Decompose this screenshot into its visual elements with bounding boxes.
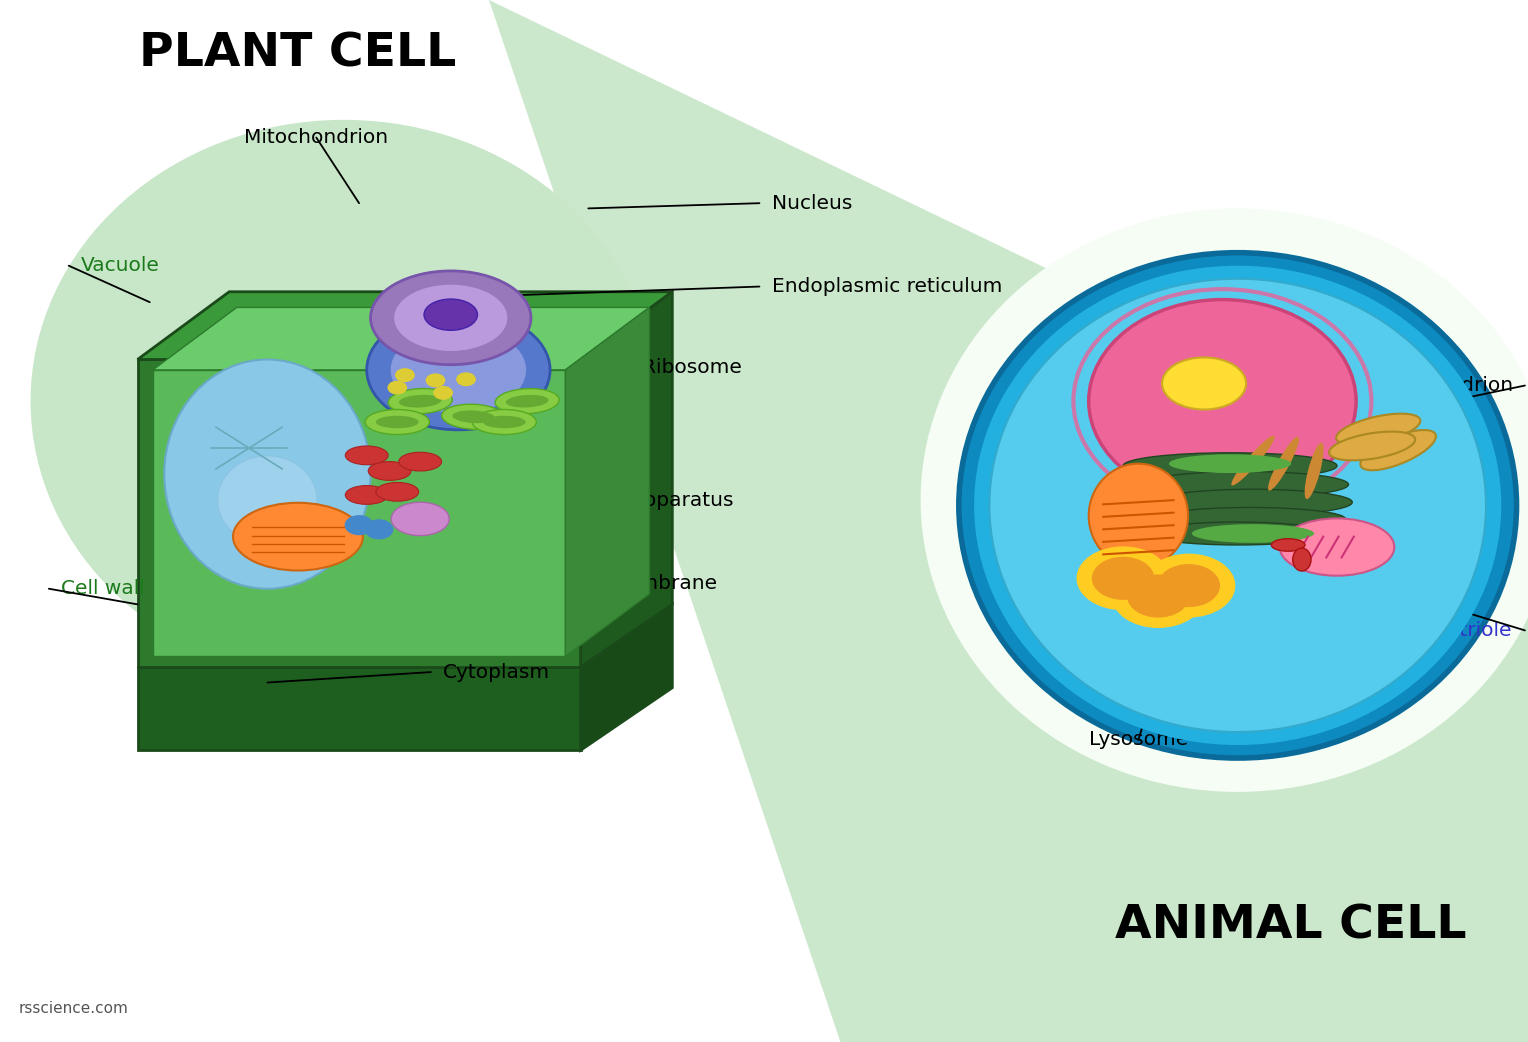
- Ellipse shape: [1271, 539, 1305, 551]
- Ellipse shape: [1154, 490, 1352, 516]
- Ellipse shape: [1293, 548, 1311, 571]
- Circle shape: [388, 381, 406, 394]
- Ellipse shape: [391, 502, 449, 536]
- Circle shape: [434, 387, 452, 399]
- Ellipse shape: [495, 389, 559, 414]
- Ellipse shape: [1141, 471, 1348, 497]
- Ellipse shape: [1088, 464, 1189, 568]
- Circle shape: [365, 520, 393, 539]
- Ellipse shape: [345, 486, 388, 504]
- Ellipse shape: [1305, 443, 1323, 499]
- Circle shape: [1128, 575, 1189, 617]
- Ellipse shape: [1232, 436, 1274, 486]
- Ellipse shape: [399, 452, 442, 471]
- Polygon shape: [489, 0, 1528, 1042]
- Ellipse shape: [506, 395, 549, 407]
- Circle shape: [1112, 565, 1204, 627]
- Ellipse shape: [1329, 431, 1415, 461]
- Ellipse shape: [367, 311, 550, 429]
- Polygon shape: [565, 307, 649, 656]
- Text: rsscience.com: rsscience.com: [18, 1001, 128, 1016]
- Text: Cell wall: Cell wall: [61, 579, 145, 598]
- Text: Centriole: Centriole: [1421, 621, 1513, 640]
- Ellipse shape: [423, 299, 477, 330]
- Text: Lysosome: Lysosome: [1089, 730, 1187, 749]
- Ellipse shape: [1169, 454, 1291, 473]
- Text: ANIMAL CELL: ANIMAL CELL: [1115, 903, 1467, 948]
- Polygon shape: [581, 604, 672, 750]
- Ellipse shape: [376, 482, 419, 501]
- Polygon shape: [138, 359, 581, 667]
- Ellipse shape: [1155, 507, 1345, 530]
- Ellipse shape: [163, 359, 370, 589]
- Ellipse shape: [1268, 437, 1299, 491]
- Ellipse shape: [232, 503, 364, 571]
- Ellipse shape: [365, 410, 429, 435]
- Ellipse shape: [1360, 430, 1436, 470]
- Polygon shape: [581, 292, 672, 667]
- Text: Endoplasmic reticulum: Endoplasmic reticulum: [772, 277, 1002, 296]
- Ellipse shape: [472, 410, 536, 435]
- Ellipse shape: [376, 416, 419, 428]
- Ellipse shape: [1192, 524, 1314, 543]
- Ellipse shape: [345, 446, 388, 465]
- Circle shape: [345, 516, 373, 535]
- Circle shape: [1158, 565, 1219, 606]
- Text: Ribosome: Ribosome: [642, 358, 741, 377]
- Ellipse shape: [1161, 357, 1245, 410]
- Text: Golgi apparatus: Golgi apparatus: [573, 491, 733, 510]
- Ellipse shape: [442, 404, 506, 429]
- Ellipse shape: [368, 462, 411, 480]
- Circle shape: [396, 369, 414, 381]
- Circle shape: [426, 374, 445, 387]
- Ellipse shape: [1088, 300, 1357, 503]
- Circle shape: [1143, 554, 1235, 617]
- Ellipse shape: [1279, 519, 1394, 575]
- Text: Mitochondrion: Mitochondrion: [1369, 376, 1513, 395]
- Ellipse shape: [390, 325, 527, 414]
- Polygon shape: [153, 307, 649, 370]
- Ellipse shape: [920, 208, 1528, 792]
- Text: Mitochondrion: Mitochondrion: [244, 128, 388, 147]
- Polygon shape: [153, 370, 565, 656]
- Ellipse shape: [1123, 452, 1337, 479]
- Circle shape: [457, 373, 475, 386]
- Ellipse shape: [975, 266, 1500, 745]
- Text: Plasma membrane: Plasma membrane: [527, 574, 717, 593]
- Ellipse shape: [960, 252, 1516, 759]
- Text: PLANT CELL: PLANT CELL: [139, 31, 457, 76]
- Ellipse shape: [990, 279, 1485, 731]
- Ellipse shape: [1335, 414, 1421, 445]
- Text: Nucleus: Nucleus: [772, 194, 853, 213]
- Polygon shape: [138, 667, 581, 750]
- Ellipse shape: [1146, 522, 1329, 545]
- Ellipse shape: [370, 271, 532, 365]
- Ellipse shape: [388, 389, 452, 414]
- Text: Vacuole: Vacuole: [81, 256, 160, 275]
- Ellipse shape: [393, 284, 507, 352]
- Circle shape: [1077, 547, 1169, 610]
- Text: Cytoplasm: Cytoplasm: [443, 663, 550, 681]
- Ellipse shape: [452, 411, 495, 423]
- Ellipse shape: [483, 416, 526, 428]
- Ellipse shape: [31, 120, 657, 683]
- Polygon shape: [138, 292, 672, 359]
- Ellipse shape: [399, 395, 442, 407]
- Circle shape: [1093, 557, 1154, 599]
- Text: Chloroplast: Chloroplast: [466, 454, 581, 473]
- Ellipse shape: [217, 456, 318, 544]
